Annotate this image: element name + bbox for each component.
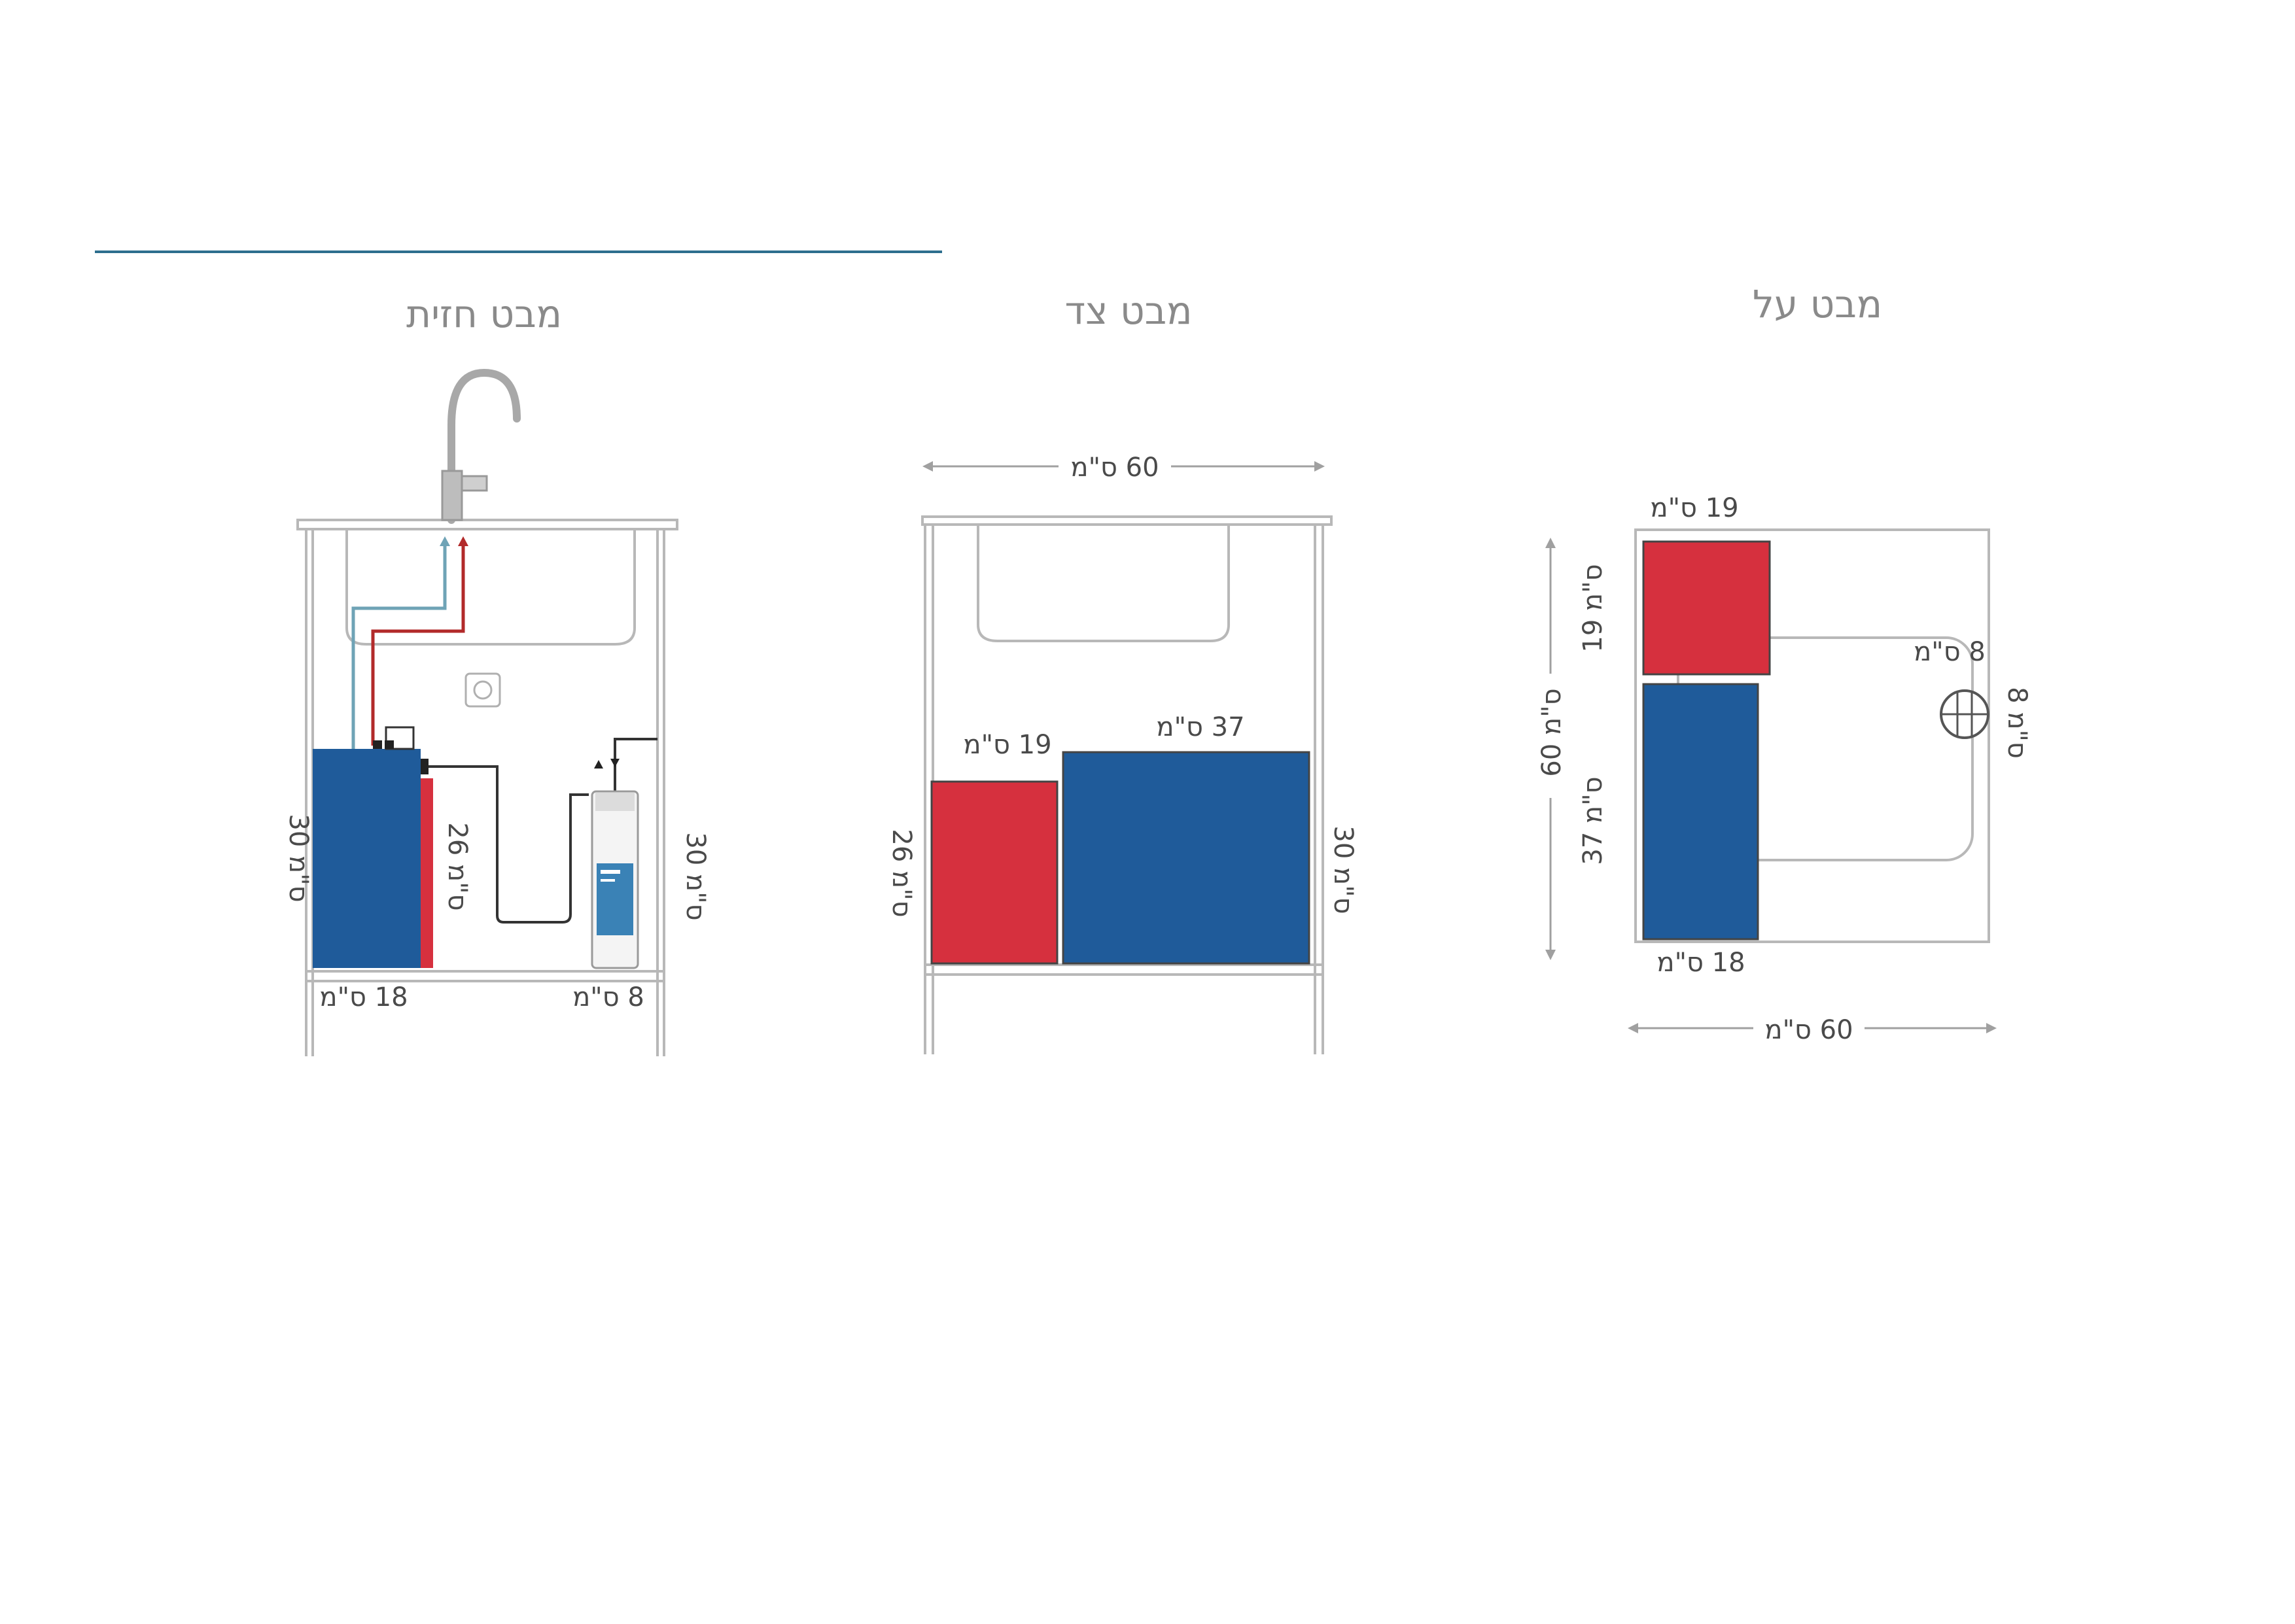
front-filter-hose: [429, 765, 589, 924]
front-view-title: מבט חזית: [406, 292, 562, 336]
side-dim-red-width: 19 ס"מ: [963, 730, 1051, 760]
top-view: מבט על 19 ס"מ 19 ס"מ 8 ס"מ 8 ס"מ 60 ס"מ …: [1537, 282, 2032, 1045]
front-dim-unit-width: 18 ס"מ: [319, 982, 408, 1012]
side-sink-basin: [977, 525, 1230, 642]
top-dim-filter-side: 8 ס"מ: [2002, 687, 2032, 759]
top-blue-unit: [1642, 683, 1759, 941]
front-dim-unit-depth: 26 ס"מ: [442, 822, 472, 910]
top-dim-blue-depth: 37 ס"מ: [1578, 776, 1608, 865]
top-dim-filter: 8 ס"מ: [1914, 637, 1986, 667]
top-dim-red-width: 19 ס"מ: [1650, 493, 1738, 523]
side-dim-cabinet-width: 60 ס"מ: [1070, 453, 1159, 483]
front-dim-unit-height: 30 ס"מ: [283, 814, 313, 902]
front-view: מבט חזית: [283, 292, 710, 1056]
top-dim-blue-width: 18 ס"מ: [1656, 948, 1745, 978]
side-dim-red-height: 26 ס"מ: [886, 829, 917, 917]
front-blue-unit: [313, 749, 421, 968]
top-view-title: מבט על: [1753, 282, 1882, 326]
top-red-unit: [1642, 540, 1771, 676]
top-dim-cabinet-depth: 60 ס"מ: [1537, 688, 1567, 776]
side-blue-unit: [1062, 751, 1310, 965]
side-dim-blue-width: 37 ס"מ: [1156, 712, 1244, 742]
side-view: מבט צד 60 ס"מ 19 ס"מ 37 ס"מ 26 ס"מ 30 ס"…: [886, 288, 1358, 1054]
side-red-unit: [930, 780, 1059, 965]
side-view-title: מבט צד: [1064, 288, 1192, 333]
front-countertop: [296, 519, 678, 530]
front-sink-basin: [345, 529, 636, 646]
top-cabinet-outline: [1634, 528, 1990, 943]
front-dim-filter-width: 8 ס"מ: [572, 982, 644, 1012]
side-countertop: [921, 515, 1333, 526]
cold-water-pipe: [351, 543, 447, 752]
power-socket-icon: [464, 672, 501, 708]
hot-water-pipe: [371, 543, 465, 746]
top-dim-red-depth: 19 ס"מ: [1578, 564, 1608, 652]
faucet-icon: [447, 368, 521, 524]
side-dim-blue-height: 30 ס"מ: [1328, 825, 1358, 914]
top-dim-cabinet-width: 60 ס"מ: [1764, 1015, 1853, 1045]
front-dim-filter-height: 30 ס"מ: [680, 832, 710, 920]
